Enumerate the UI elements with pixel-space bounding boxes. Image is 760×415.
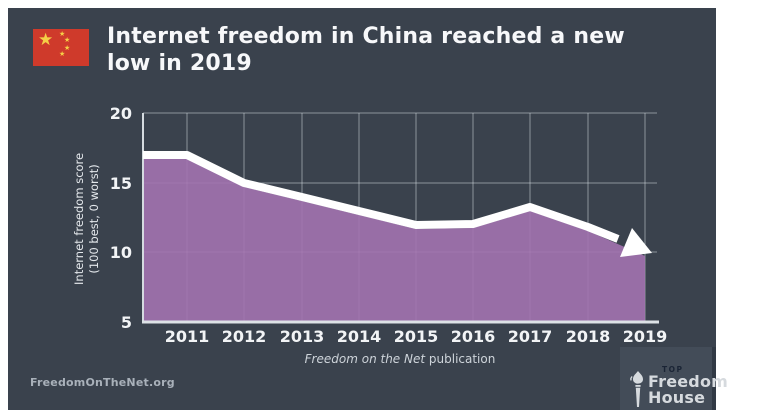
- x-tick-2018: 2018: [565, 327, 611, 346]
- infographic-slide: ★ ★ ★ ★ ★ Internet freedom in China reac…: [8, 8, 728, 410]
- y-tick-5: 5: [120, 313, 132, 332]
- x-tick-2019: 2019: [622, 327, 668, 346]
- chart-title: Internet freedom in China reached a new …: [107, 24, 697, 78]
- axes: [142, 113, 659, 324]
- area-series-china: [143, 159, 645, 321]
- x-tick-2014: 2014: [336, 327, 382, 346]
- logo-line1: Freedom: [648, 371, 729, 391]
- freedom-house-logo: TOP Freedom House: [620, 347, 728, 410]
- torch-icon: [630, 371, 643, 407]
- area-chart: [142, 112, 659, 324]
- y-tick-20: 20: [109, 104, 132, 123]
- y-axis-label-line1: Internet freedom score: [72, 152, 87, 285]
- x-tick-2013: 2013: [279, 327, 325, 346]
- flag-star-icon: ★: [64, 36, 71, 44]
- x-axis-caption-regular: publication: [428, 352, 496, 366]
- x-tick-2017: 2017: [507, 327, 553, 346]
- flag-star-icon: ★: [59, 30, 66, 38]
- trend-line: [143, 151, 620, 243]
- x-tick-2011: 2011: [164, 327, 210, 346]
- china-flag-icon: ★ ★ ★ ★ ★: [33, 29, 89, 66]
- chart-title-line1: Internet freedom in China reached a new: [107, 24, 625, 49]
- chart-title-line2: low in 2019: [107, 50, 252, 76]
- x-axis-caption-italic: Freedom on the Net: [304, 352, 426, 366]
- source-url: FreedomOnTheNet.org: [30, 376, 175, 389]
- arrow-head-icon: [620, 228, 652, 257]
- logo-line2: House: [648, 387, 706, 407]
- flag-star-icon: ★: [59, 50, 66, 58]
- y-tick-15: 15: [109, 174, 132, 193]
- y-axis-label-line2: (100 best, 0 worst): [87, 164, 101, 274]
- flag-star-icon: ★: [38, 30, 54, 50]
- x-tick-2016: 2016: [450, 327, 496, 346]
- logo-kicker: TOP: [662, 365, 684, 374]
- x-axis-caption: Freedom on the Net publication: [143, 352, 657, 366]
- x-tick-2015: 2015: [393, 327, 439, 346]
- y-axis-label: Internet freedom score (100 best, 0 wors…: [72, 113, 102, 325]
- y-tick-10: 10: [109, 243, 132, 262]
- x-tick-2012: 2012: [221, 327, 267, 346]
- flag-star-icon: ★: [64, 44, 71, 52]
